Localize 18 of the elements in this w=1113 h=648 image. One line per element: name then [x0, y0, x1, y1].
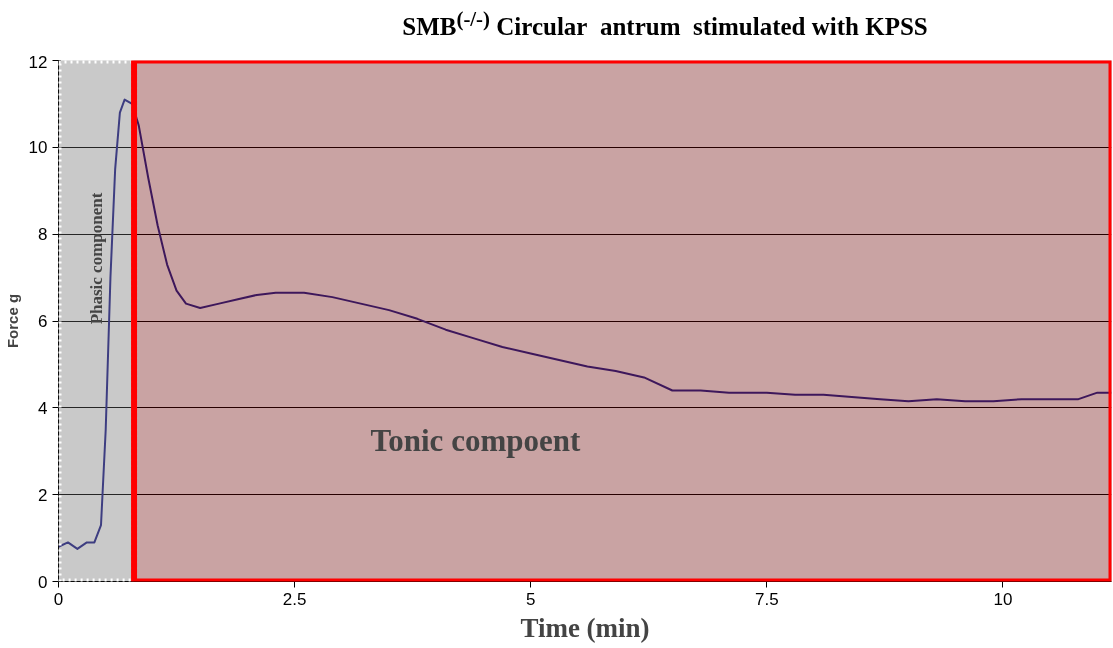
line-series [58, 98, 1112, 550]
chart-title: SMB$^{(-/-)}$ Circular antrum stimulated with KPSS [402, 6, 928, 43]
x-tick-label: 10 [993, 589, 1013, 609]
x-tick-label: 0 [53, 589, 64, 609]
y-tick-label: 10 [28, 138, 48, 158]
band-label: Tonic compoent [370, 423, 581, 459]
y-tick-label: 12 [28, 52, 48, 72]
y-tick-label: 0 [38, 572, 48, 592]
y-tick-label: 2 [38, 485, 48, 505]
x-tick-label: 5 [525, 589, 536, 609]
x-tick-label: 7.5 [754, 589, 779, 609]
y-axis-title: Force g [3, 293, 21, 349]
y-tick-label: 4 [38, 398, 48, 418]
x-axis-title: Time (min) [520, 612, 650, 643]
y-tick-label: 8 [38, 225, 48, 245]
y-tick-label: 6 [38, 312, 48, 331]
x-tick-label: 2.5 [282, 589, 307, 609]
band-label: Phasic component [86, 192, 106, 325]
